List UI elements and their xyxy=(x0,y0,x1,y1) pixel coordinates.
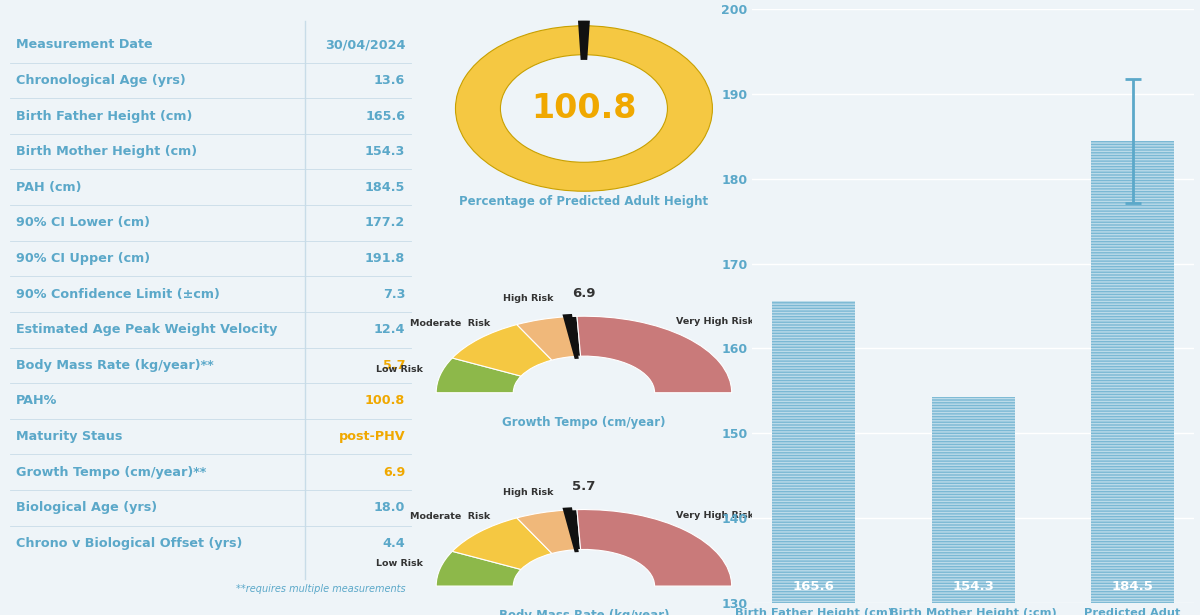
Text: Body Mass Rate (kg/year)**: Body Mass Rate (kg/year)** xyxy=(17,359,214,372)
Wedge shape xyxy=(517,317,575,360)
Bar xyxy=(931,397,1015,615)
Text: 100.8: 100.8 xyxy=(365,394,406,407)
Bar xyxy=(773,301,856,615)
Text: Measurement Date: Measurement Date xyxy=(17,38,152,51)
Wedge shape xyxy=(565,510,581,550)
Text: 184.5: 184.5 xyxy=(1111,579,1153,592)
Text: 6.9: 6.9 xyxy=(383,466,406,478)
Text: 30/04/2024: 30/04/2024 xyxy=(325,38,406,51)
Text: Birth Mother Height (cm): Birth Mother Height (cm) xyxy=(17,145,197,158)
Text: PAH%: PAH% xyxy=(17,394,58,407)
Text: Very High Risk: Very High Risk xyxy=(676,317,754,326)
Bar xyxy=(931,397,1015,615)
Text: 90% Confidence Limit (±cm): 90% Confidence Limit (±cm) xyxy=(17,288,220,301)
Text: Moderate  Risk: Moderate Risk xyxy=(410,512,490,521)
Text: PAH (cm): PAH (cm) xyxy=(17,181,82,194)
Text: Low Risk: Low Risk xyxy=(376,365,424,375)
Wedge shape xyxy=(452,518,552,569)
Text: 6.9: 6.9 xyxy=(572,287,595,300)
Text: 184.5: 184.5 xyxy=(365,181,406,194)
Wedge shape xyxy=(578,20,590,60)
Wedge shape xyxy=(577,510,732,586)
Text: Percentage of Predicted Adult Height: Percentage of Predicted Adult Height xyxy=(460,195,708,208)
Text: **requires multiple measurements: **requires multiple measurements xyxy=(235,584,406,594)
Wedge shape xyxy=(565,316,581,357)
Text: 191.8: 191.8 xyxy=(365,252,406,265)
Text: 177.2: 177.2 xyxy=(365,216,406,229)
Text: Very High Risk: Very High Risk xyxy=(676,510,754,520)
Text: Estimated Age Peak Weight Velocity: Estimated Age Peak Weight Velocity xyxy=(17,323,277,336)
Text: 154.3: 154.3 xyxy=(365,145,406,158)
Text: Chrono v Biological Offset (yrs): Chrono v Biological Offset (yrs) xyxy=(17,537,242,550)
Text: 165.6: 165.6 xyxy=(365,109,406,122)
Text: 4.4: 4.4 xyxy=(383,537,406,550)
Text: Birth Father Height (cm): Birth Father Height (cm) xyxy=(17,109,193,122)
Text: 100.8: 100.8 xyxy=(532,92,637,125)
Text: 7.3: 7.3 xyxy=(383,288,406,301)
Text: Maturity Staus: Maturity Staus xyxy=(17,430,122,443)
Text: 12.4: 12.4 xyxy=(373,323,406,336)
Bar xyxy=(1091,141,1174,615)
Text: Biological Age (yrs): Biological Age (yrs) xyxy=(17,501,157,514)
Text: Growth Tempo (cm/year)**: Growth Tempo (cm/year)** xyxy=(17,466,206,478)
Text: 5.7: 5.7 xyxy=(383,359,406,372)
Text: High Risk: High Risk xyxy=(503,488,553,497)
Wedge shape xyxy=(456,26,713,191)
Text: post-PHV: post-PHV xyxy=(338,430,406,443)
Text: 5.7: 5.7 xyxy=(572,480,595,493)
Wedge shape xyxy=(563,507,578,552)
Text: 13.6: 13.6 xyxy=(374,74,406,87)
Bar xyxy=(1091,141,1174,615)
Wedge shape xyxy=(452,325,552,376)
Text: 90% CI Lower (cm): 90% CI Lower (cm) xyxy=(17,216,150,229)
Wedge shape xyxy=(436,551,521,586)
Text: Body Mass Rate (kg/year): Body Mass Rate (kg/year) xyxy=(499,609,670,615)
Text: Low Risk: Low Risk xyxy=(376,558,424,568)
Text: High Risk: High Risk xyxy=(503,295,553,303)
Wedge shape xyxy=(563,314,578,359)
Bar xyxy=(773,301,856,615)
Wedge shape xyxy=(577,316,732,393)
Text: 165.6: 165.6 xyxy=(793,579,835,592)
Text: 90% CI Upper (cm): 90% CI Upper (cm) xyxy=(17,252,150,265)
Text: 154.3: 154.3 xyxy=(953,579,994,592)
Text: 18.0: 18.0 xyxy=(374,501,406,514)
Text: Chronological Age (yrs): Chronological Age (yrs) xyxy=(17,74,186,87)
Wedge shape xyxy=(436,358,521,393)
Text: Moderate  Risk: Moderate Risk xyxy=(410,319,490,328)
Wedge shape xyxy=(517,510,575,554)
Text: Growth Tempo (cm/year): Growth Tempo (cm/year) xyxy=(502,416,666,429)
